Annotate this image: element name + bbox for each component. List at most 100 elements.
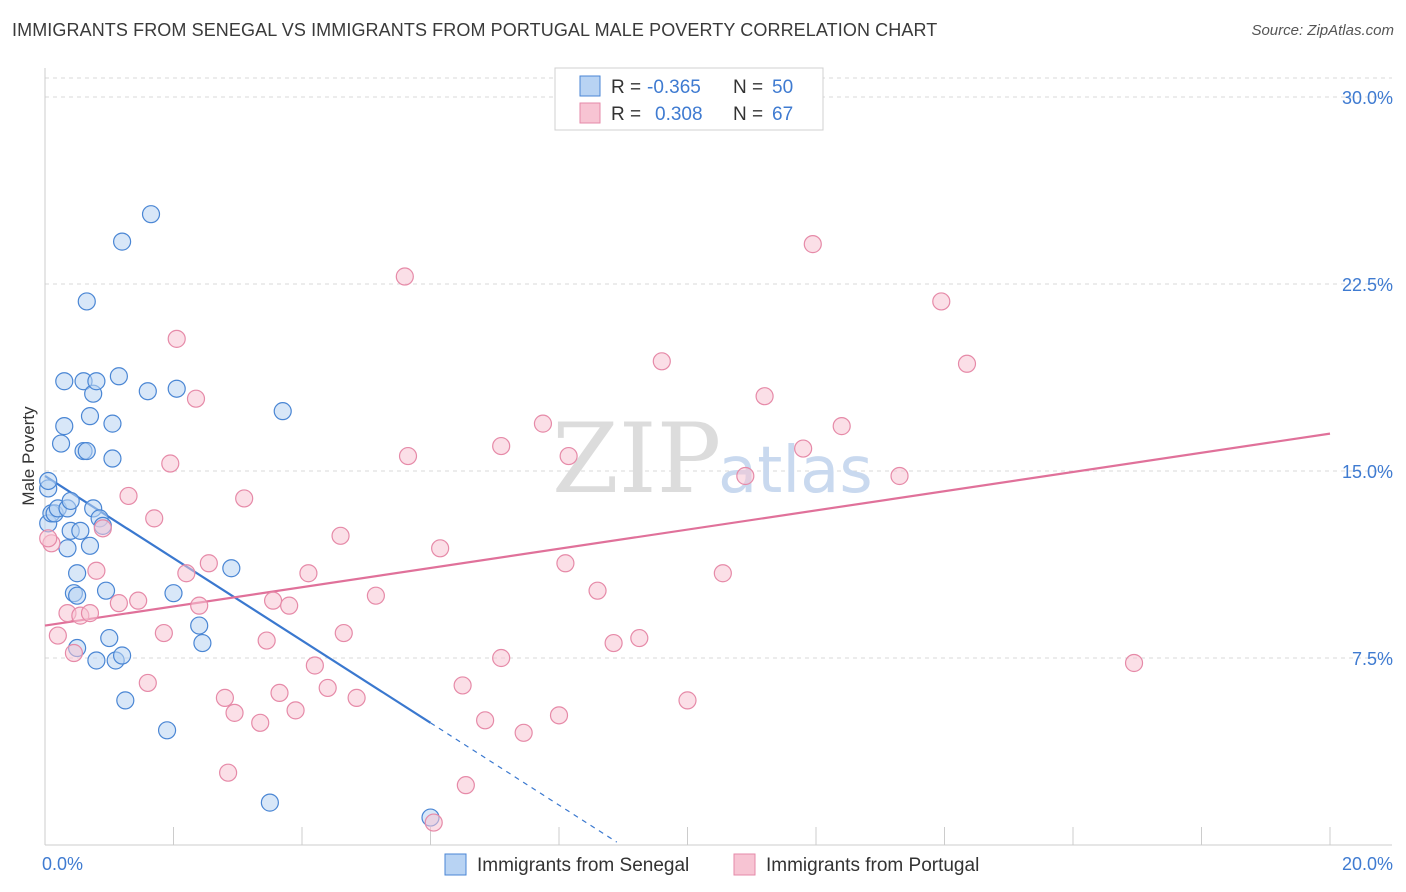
point-senegal-30 xyxy=(103,414,122,433)
bottom-legend-swatch-senegal xyxy=(444,853,467,876)
point-portugal-35 xyxy=(347,688,366,707)
point-senegal-36 xyxy=(116,691,135,710)
point-portugal-63 xyxy=(932,292,951,311)
point-portugal-17 xyxy=(186,389,206,408)
point-portugal-31 xyxy=(305,656,324,675)
point-portugal-1 xyxy=(48,626,67,645)
point-senegal-41 xyxy=(167,379,186,398)
point-portugal-23 xyxy=(235,489,254,508)
point-senegal-31 xyxy=(103,449,122,468)
legend-r-label-senegal: R = xyxy=(611,77,641,98)
point-senegal-34 xyxy=(112,232,132,251)
point-portugal-50 xyxy=(559,446,578,466)
point-portugal-64 xyxy=(957,354,977,373)
point-senegal-6 xyxy=(55,372,74,391)
y-tick-label-3: 30.0% xyxy=(1342,88,1393,108)
point-portugal-51 xyxy=(588,581,607,600)
point-portugal-55 xyxy=(678,691,697,710)
point-senegal-42 xyxy=(190,616,209,635)
point-portugal-48 xyxy=(549,706,569,725)
point-portugal-3 xyxy=(64,643,84,663)
point-senegal-35 xyxy=(112,646,132,665)
point-portugal-20 xyxy=(215,688,234,707)
point-portugal-19 xyxy=(199,554,218,573)
point-portugal-30 xyxy=(299,564,318,583)
point-portugal-27 xyxy=(270,683,289,703)
point-senegal-7 xyxy=(55,417,74,436)
point-portugal-39 xyxy=(424,813,443,832)
point-senegal-46 xyxy=(273,402,292,421)
point-portugal-60 xyxy=(803,235,822,254)
point-portugal-15 xyxy=(167,329,186,348)
legend-n-value-portugal: 67 xyxy=(772,104,793,125)
legend-n-value-senegal: 50 xyxy=(772,77,793,98)
watermark: ZIP atlas xyxy=(552,403,873,515)
point-portugal-7 xyxy=(93,519,112,538)
point-portugal-6 xyxy=(87,561,106,580)
point-portugal-42 xyxy=(456,776,475,795)
legend-swatch-senegal xyxy=(579,75,601,97)
point-portugal-56 xyxy=(713,564,732,583)
point-senegal-9 xyxy=(61,491,80,511)
point-portugal-58 xyxy=(755,387,774,406)
point-senegal-25 xyxy=(87,651,106,670)
point-senegal-18 xyxy=(77,441,96,461)
point-senegal-20 xyxy=(80,536,100,555)
data-points xyxy=(39,205,1144,832)
legend-n-label-portugal: N = xyxy=(733,104,763,125)
point-portugal-26 xyxy=(263,591,283,610)
stats-legend: R = -0.365 N = 50 R = 0.308 N = 67 xyxy=(554,67,824,131)
legend-r-value-portugal: 0.308 xyxy=(655,104,703,125)
point-portugal-18 xyxy=(190,596,209,615)
point-portugal-10 xyxy=(129,591,148,610)
point-senegal-13 xyxy=(68,564,87,583)
bottom-legend-label-senegal: Immigrants from Senegal xyxy=(477,855,689,876)
point-portugal-66 xyxy=(39,529,58,548)
point-portugal-36 xyxy=(366,586,385,605)
point-senegal-33 xyxy=(109,367,128,386)
point-senegal-40 xyxy=(164,584,183,603)
point-senegal-28 xyxy=(96,581,116,600)
tick-labels: 7.5% 15.0% 22.5% 30.0% 0.0% 20.0% xyxy=(42,88,1393,874)
point-senegal-45 xyxy=(260,793,279,812)
trend-line-senegal-extension xyxy=(430,722,618,843)
point-portugal-44 xyxy=(492,648,511,668)
point-senegal-49 xyxy=(68,586,87,605)
point-portugal-25 xyxy=(257,631,276,650)
bottom-legend-label-portugal: Immigrants from Portugal xyxy=(766,855,979,876)
y-tick-label-0: 7.5% xyxy=(1352,649,1393,669)
point-portugal-13 xyxy=(154,623,173,643)
point-portugal-34 xyxy=(334,623,353,643)
point-portugal-59 xyxy=(794,439,813,458)
point-portugal-21 xyxy=(219,763,238,782)
point-portugal-65 xyxy=(1124,653,1144,673)
point-portugal-37 xyxy=(395,267,414,286)
point-portugal-52 xyxy=(604,633,623,653)
point-portugal-9 xyxy=(119,486,138,506)
point-senegal-10 xyxy=(58,539,77,558)
y-tick-label-1: 15.0% xyxy=(1342,462,1393,482)
point-senegal-43 xyxy=(193,633,212,653)
point-senegal-5 xyxy=(51,434,71,453)
point-senegal-39 xyxy=(157,721,177,740)
point-portugal-54 xyxy=(652,352,671,371)
point-portugal-57 xyxy=(736,466,755,486)
y-axis-title: Male Poverty xyxy=(19,406,38,506)
point-portugal-49 xyxy=(556,554,575,573)
point-senegal-19 xyxy=(77,292,96,311)
point-portugal-40 xyxy=(431,539,450,558)
point-senegal-37 xyxy=(138,382,157,401)
point-senegal-44 xyxy=(222,559,241,578)
x-tick-label-min: 0.0% xyxy=(42,854,83,874)
axes xyxy=(44,68,1392,846)
x-tick-label-max: 20.0% xyxy=(1342,854,1393,874)
point-portugal-32 xyxy=(318,678,337,698)
point-portugal-46 xyxy=(514,723,533,742)
point-portugal-47 xyxy=(533,414,553,433)
watermark-zip-text: ZIP xyxy=(552,403,721,515)
point-senegal-38 xyxy=(141,205,161,224)
point-portugal-29 xyxy=(286,701,305,720)
point-portugal-22 xyxy=(225,703,244,722)
point-portugal-45 xyxy=(492,436,511,456)
